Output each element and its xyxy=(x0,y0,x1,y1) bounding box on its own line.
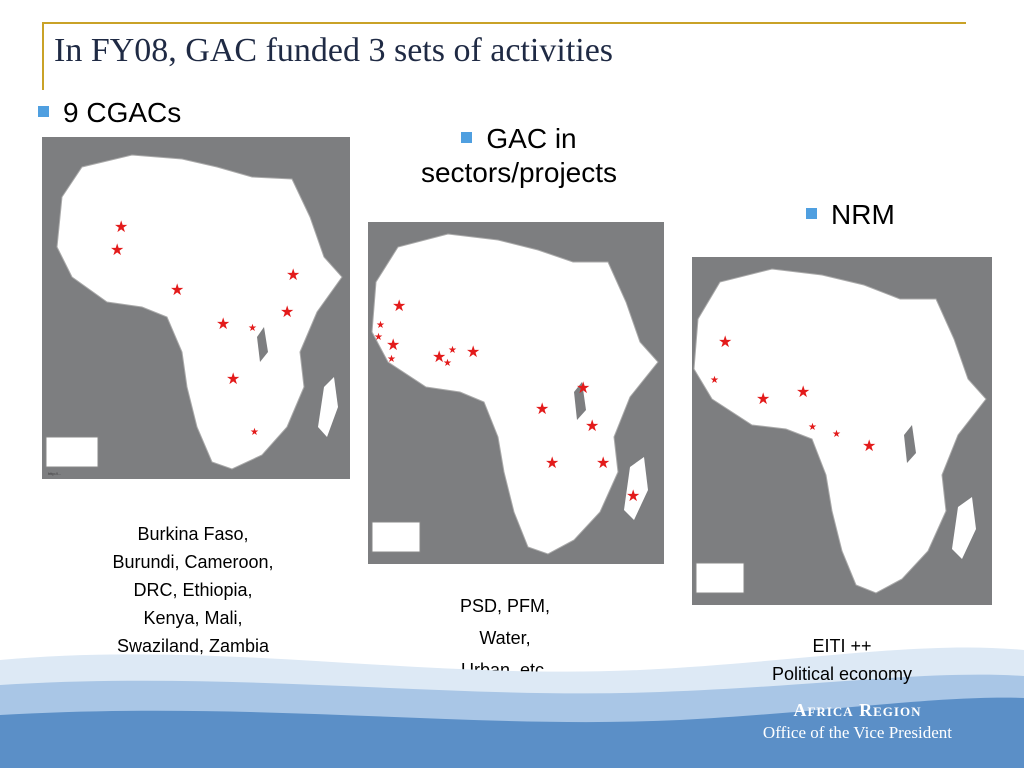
red-star-icon: ★ xyxy=(796,384,810,401)
red-star-icon: ★ xyxy=(862,438,876,455)
brand-name: Africa Region xyxy=(793,700,922,720)
marker-group: ★ ★ ★ ★ ★ ★ ★ ★ ★ ★ ★ ★ ★ ★ ★ xyxy=(374,298,640,505)
caption-line: Political economy xyxy=(771,664,913,684)
red-star-icon: ★ xyxy=(250,427,259,438)
blue-square-bullet-icon xyxy=(461,132,473,144)
footer-wave xyxy=(0,647,1024,768)
marker-group: ★ ★ ★ ★ ★ ★ ★ ★ ★ xyxy=(110,219,300,438)
blue-square-bullet-icon xyxy=(38,106,49,118)
caption-line: Swaziland, Zambia xyxy=(116,636,270,656)
caption-line: PSD, PFM, xyxy=(459,596,550,616)
map-sectors: ★ ★ ★ ★ ★ ★ ★ ★ ★ ★ ★ ★ ★ ★ ★ xyxy=(368,222,664,564)
caption-line: EITI ++ xyxy=(812,636,872,656)
branding: Africa Region Office of the Vice Preside… xyxy=(763,700,952,743)
slide-title: In FY08, GAC funded 3 sets of activities xyxy=(54,32,614,69)
africa-map-nrm: ★ ★ ★ ★ ★ ★ ★ xyxy=(693,268,987,594)
africa-map-sectors: ★ ★ ★ ★ ★ ★ ★ ★ ★ ★ ★ ★ ★ ★ ★ xyxy=(371,233,659,555)
red-star-icon: ★ xyxy=(216,316,230,333)
red-star-icon: ★ xyxy=(280,304,294,321)
red-star-icon: ★ xyxy=(535,401,549,418)
caption-line: Burkina Faso, xyxy=(137,524,249,544)
red-star-icon: ★ xyxy=(248,323,257,334)
caption-line: Burundi, Cameroon, xyxy=(112,552,274,572)
red-star-icon: ★ xyxy=(710,375,719,386)
red-star-icon: ★ xyxy=(756,391,770,408)
red-star-icon: ★ xyxy=(448,345,457,356)
red-star-icon: ★ xyxy=(432,349,446,366)
red-star-icon: ★ xyxy=(545,455,559,472)
bullet-sectors-label-line2: sectors/projects xyxy=(420,157,618,188)
red-star-icon: ★ xyxy=(110,242,124,259)
red-star-icon: ★ xyxy=(443,358,452,369)
red-star-icon: ★ xyxy=(374,332,383,343)
caption-line: Kenya, Mali, xyxy=(143,608,243,628)
title-rule xyxy=(42,22,966,90)
red-star-icon: ★ xyxy=(286,267,300,284)
caption-line: Water, xyxy=(479,628,531,648)
red-star-icon: ★ xyxy=(226,371,240,388)
marker-group: ★ ★ ★ ★ ★ ★ ★ xyxy=(710,334,876,455)
svg-text:http://...: http://... xyxy=(48,471,61,476)
red-star-icon: ★ xyxy=(466,344,480,361)
red-star-icon: ★ xyxy=(596,455,610,472)
bullet-cgacs-label: 9 CGACs xyxy=(63,97,182,128)
caption-nrm: EITI ++ Political economy xyxy=(748,632,936,688)
red-star-icon: ★ xyxy=(718,334,732,351)
red-star-icon: ★ xyxy=(626,488,640,505)
red-star-icon: ★ xyxy=(387,354,396,365)
red-star-icon: ★ xyxy=(386,337,400,354)
red-star-icon: ★ xyxy=(114,219,128,236)
red-star-icon: ★ xyxy=(832,429,841,440)
caption-cgacs: Burkina Faso, Burundi, Cameroon, DRC, Et… xyxy=(84,520,302,660)
red-star-icon: ★ xyxy=(170,282,184,299)
map-nrm: ★ ★ ★ ★ ★ ★ ★ xyxy=(692,257,992,605)
bullet-nrm-label: NRM xyxy=(831,199,895,230)
blue-square-bullet-icon xyxy=(806,208,817,220)
bullet-nrm: NRM xyxy=(806,198,895,232)
red-star-icon: ★ xyxy=(585,418,599,435)
bullet-sectors-label-line1: GAC in xyxy=(486,123,577,154)
map-cgacs: http://... ★ ★ ★ ★ ★ ★ ★ ★ ★ xyxy=(42,137,350,479)
brand-subtitle: Office of the Vice President xyxy=(762,723,952,742)
caption-line: DRC, Ethiopia, xyxy=(133,580,253,600)
bullet-cgacs: 9 CGACs xyxy=(38,96,181,130)
red-star-icon: ★ xyxy=(576,380,590,397)
africa-map-cgacs: http://... ★ ★ ★ ★ ★ ★ ★ ★ ★ xyxy=(45,154,343,476)
red-star-icon: ★ xyxy=(376,320,385,331)
bullet-sectors: GAC in sectors/projects xyxy=(400,122,638,190)
red-star-icon: ★ xyxy=(392,298,406,315)
red-star-icon: ★ xyxy=(808,422,817,433)
